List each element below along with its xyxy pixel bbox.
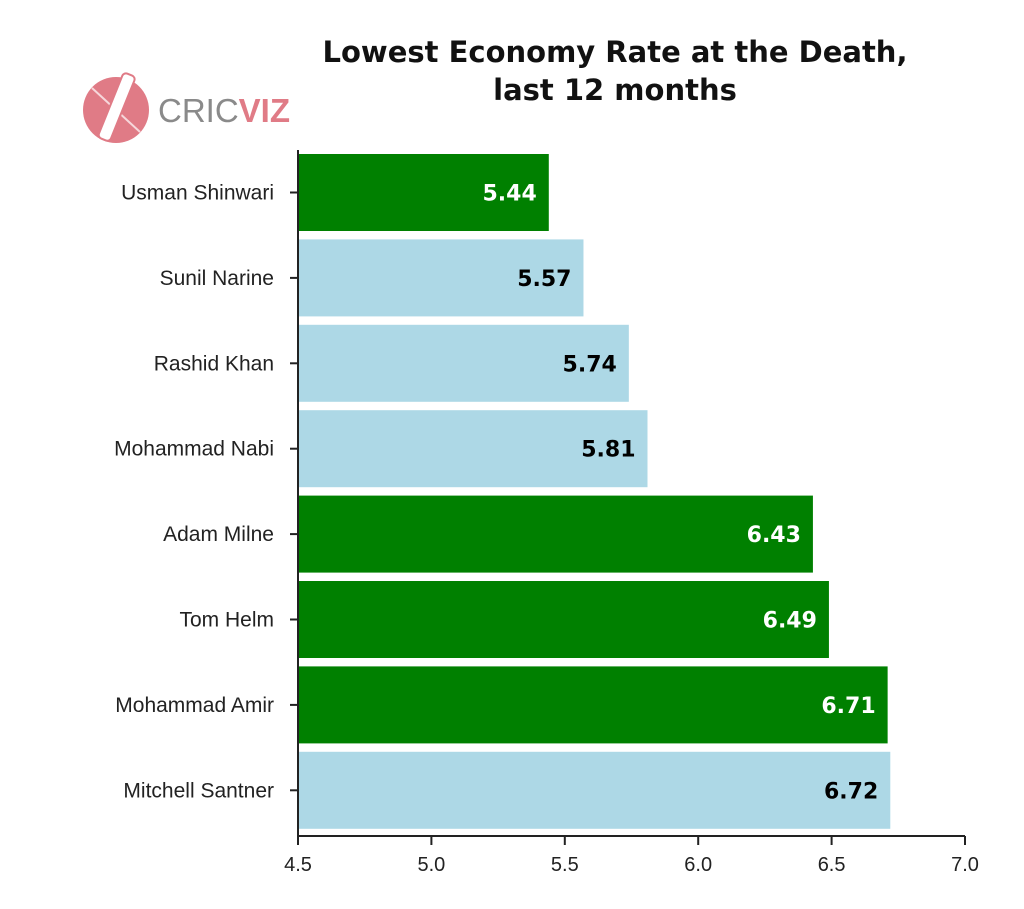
bar	[298, 751, 891, 829]
brand-part1: CRIC	[158, 92, 239, 129]
logo-bat-icon	[97, 72, 136, 142]
bar	[298, 410, 648, 488]
category-label: Rashid Khan	[154, 352, 274, 375]
data-label: 6.72	[824, 779, 878, 804]
category-label: Sunil Narine	[160, 267, 274, 290]
bar	[298, 666, 888, 744]
bars: 5.44 5.57 5.74 5.81 6.43 6.49 6.71 6.72	[298, 154, 891, 829]
category-label: Mohammad Amir	[115, 694, 274, 717]
svg-text:CRICVIZ: CRICVIZ	[158, 92, 290, 129]
category-label: Adam Milne	[163, 523, 274, 546]
chart-title-line: Lowest Economy Rate at the Death,	[323, 35, 908, 69]
category-label: Usman Shinwari	[121, 182, 274, 205]
cricviz-logo: CRICVIZ	[83, 72, 290, 143]
bar	[298, 154, 549, 231]
data-label: 6.71	[821, 694, 875, 719]
data-label: 5.81	[581, 438, 635, 463]
data-label: 5.44	[483, 182, 537, 207]
bar	[298, 581, 829, 658]
data-label: 5.57	[517, 267, 571, 292]
chart-title-line: last 12 months	[493, 73, 737, 107]
data-label: 6.43	[747, 523, 801, 548]
brand-part2: VIZ	[239, 92, 290, 129]
data-label: 6.49	[763, 609, 817, 634]
bar	[298, 324, 629, 402]
category-label: Mohammad Nabi	[114, 438, 274, 461]
x-tick-label: 5.5	[551, 854, 579, 876]
data-label: 5.74	[563, 352, 617, 377]
axes: Usman Shinwari Sunil Narine Rashid Khan Moh…	[114, 150, 979, 876]
x-tick-label: 5.0	[417, 854, 445, 876]
chart-title: Lowest Economy Rate at the Death, last 12…	[323, 35, 908, 107]
x-tick-label: 6.5	[818, 854, 846, 876]
bar	[298, 495, 813, 573]
bar	[298, 239, 584, 317]
category-label: Mitchell Santner	[123, 779, 274, 802]
x-tick-label: 6.0	[684, 854, 712, 876]
category-label: Tom Helm	[179, 609, 274, 632]
x-tick-label: 7.0	[951, 854, 979, 876]
x-tick-label: 4.5	[284, 854, 312, 876]
